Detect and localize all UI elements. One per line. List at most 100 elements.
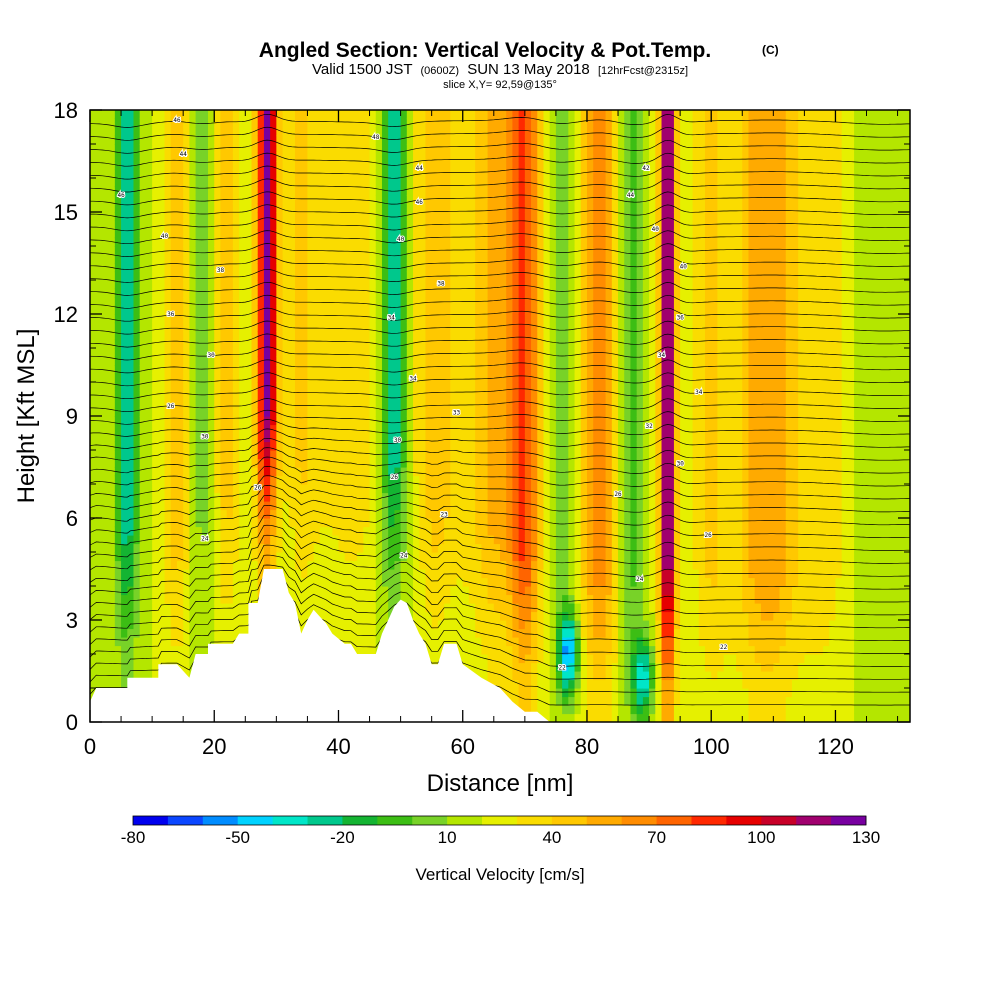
- velocity-cell: [145, 543, 153, 553]
- velocity-cell: [456, 645, 464, 655]
- velocity-cell: [375, 382, 383, 392]
- velocity-cell: [282, 161, 290, 171]
- velocity-cell: [170, 144, 178, 154]
- velocity-cell: [319, 560, 327, 570]
- velocity-cell: [450, 424, 458, 434]
- velocity-cell: [462, 569, 470, 579]
- velocity-cell: [145, 458, 153, 468]
- velocity-cell: [152, 263, 159, 273]
- velocity-cell: [295, 373, 302, 383]
- velocity-cell: [195, 169, 203, 179]
- velocity-cell: [406, 288, 414, 298]
- velocity-cell: [406, 280, 414, 290]
- velocity-cell: [208, 577, 215, 587]
- velocity-cell: [214, 178, 222, 188]
- velocity-cell: [431, 237, 439, 247]
- velocity-cell: [344, 535, 352, 545]
- velocity-cell: [500, 433, 507, 443]
- velocity-cell: [195, 407, 203, 417]
- velocity-cell: [487, 169, 495, 179]
- velocity-cell: [344, 603, 352, 613]
- velocity-cell: [500, 331, 507, 341]
- velocity-cell: [462, 492, 470, 502]
- velocity-cell: [487, 603, 495, 613]
- velocity-cell: [301, 603, 309, 613]
- velocity-cell: [288, 288, 296, 298]
- velocity-cell: [145, 433, 153, 443]
- velocity-cell: [319, 271, 327, 281]
- velocity-cell: [493, 509, 501, 519]
- velocity-cell: [431, 492, 439, 502]
- velocity-cell: [431, 501, 439, 511]
- velocity-cell: [475, 441, 482, 451]
- velocity-cell: [201, 518, 209, 528]
- velocity-cell: [257, 237, 265, 247]
- velocity-cell: [394, 118, 402, 128]
- velocity-cell: [127, 237, 135, 247]
- velocity-cell: [487, 246, 495, 256]
- velocity-cell: [413, 322, 420, 332]
- velocity-cell: [288, 135, 296, 145]
- velocity-cell: [239, 348, 246, 358]
- velocity-cell: [413, 331, 420, 341]
- velocity-cell: [326, 535, 333, 545]
- velocity-cell: [332, 577, 340, 587]
- velocity-cell: [512, 586, 520, 596]
- velocity-field: [90, 110, 910, 722]
- velocity-cell: [263, 484, 271, 494]
- velocity-cell: [487, 492, 495, 502]
- velocity-cell: [487, 178, 495, 188]
- velocity-cell: [301, 594, 309, 604]
- velocity-cell: [288, 586, 296, 596]
- velocity-cell: [145, 229, 153, 239]
- velocity-cell: [214, 484, 222, 494]
- velocity-cell: [506, 288, 514, 298]
- velocity-cell: [183, 467, 190, 477]
- velocity-cell: [462, 441, 470, 451]
- velocity-cell: [145, 288, 153, 298]
- velocity-cell: [288, 127, 296, 137]
- velocity-cell: [413, 348, 420, 358]
- velocity-cell: [164, 416, 172, 426]
- velocity-cell: [108, 552, 116, 562]
- velocity-cell: [96, 280, 104, 290]
- velocity-cell: [363, 441, 371, 451]
- velocity-cell: [102, 492, 110, 502]
- velocity-cell: [127, 509, 135, 519]
- velocity-cell: [437, 611, 445, 621]
- velocity-cell: [245, 373, 253, 383]
- velocity-cell: [176, 271, 184, 281]
- velocity-cell: [419, 229, 427, 239]
- velocity-cell: [108, 195, 116, 205]
- velocity-cell: [350, 203, 358, 213]
- velocity-cell: [319, 543, 327, 553]
- velocity-cell: [462, 586, 470, 596]
- velocity-cell: [369, 152, 377, 162]
- velocity-cell: [214, 127, 222, 137]
- velocity-cell: [419, 339, 427, 349]
- velocity-cell: [475, 603, 482, 613]
- velocity-cell: [152, 322, 159, 332]
- velocity-cell: [263, 246, 271, 256]
- velocity-cell: [313, 407, 321, 417]
- velocity-cell: [400, 509, 408, 519]
- velocity-cell: [239, 110, 246, 120]
- velocity-cell: [493, 382, 501, 392]
- velocity-cell: [301, 237, 309, 247]
- velocity-cell: [338, 254, 346, 264]
- velocity-cell: [251, 203, 259, 213]
- velocity-cell: [108, 254, 116, 264]
- velocity-cell: [512, 696, 520, 706]
- velocity-cell: [475, 373, 482, 383]
- velocity-cell: [239, 501, 246, 511]
- velocity-cell: [214, 271, 222, 281]
- velocity-cell: [363, 297, 371, 307]
- velocity-cell: [369, 509, 377, 519]
- velocity-cell: [152, 220, 159, 230]
- velocity-cell: [307, 509, 315, 519]
- velocity-cell: [239, 611, 246, 621]
- velocity-cell: [444, 526, 451, 536]
- velocity-cell: [468, 577, 476, 587]
- velocity-cell: [121, 254, 128, 264]
- velocity-cell: [512, 679, 520, 689]
